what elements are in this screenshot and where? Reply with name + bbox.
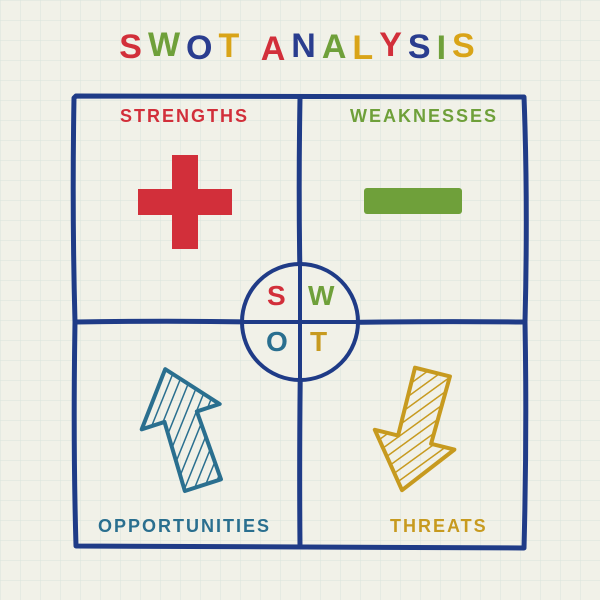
label-opportunities: OPPORTUNITIES [98, 516, 271, 537]
label-strengths: STRENGTHS [120, 106, 249, 127]
label-weaknesses: WEAKNESSES [350, 106, 498, 127]
arrow-up-icon [130, 360, 240, 505]
plus-icon [130, 147, 240, 262]
center-letter-t: T [310, 328, 327, 356]
center-letter-o: O [266, 328, 288, 356]
label-threats: THREATS [390, 516, 488, 537]
minus-icon [358, 180, 468, 225]
center-letter-s: S [267, 282, 286, 310]
center-letter-w: W [308, 282, 334, 310]
page-title: SWOT ANALYSIS [0, 28, 600, 67]
swot-matrix: STRENGTHS WEAKNESSES OPPORTUNITIES THREA… [70, 92, 530, 552]
arrow-down-icon [362, 360, 472, 505]
